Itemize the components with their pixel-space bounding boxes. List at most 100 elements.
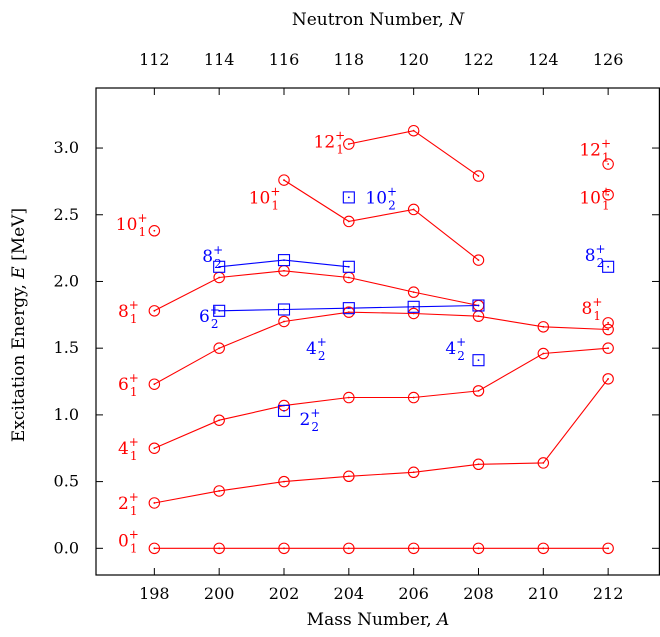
series-markers: [148, 124, 615, 555]
data-point-circle: [148, 378, 161, 390]
data-point-center: [283, 259, 285, 262]
state-label: 2+ 1: [118, 490, 139, 518]
series-line: [154, 311, 609, 385]
data-point-center: [218, 347, 221, 350]
data-point-circle: [213, 542, 225, 555]
state-label: 6+ 1: [118, 371, 139, 399]
data-point-center: [153, 309, 156, 312]
data-point-center: [607, 547, 610, 550]
data-point-circle: [278, 475, 290, 488]
data-point-center: [412, 291, 415, 294]
data-point-center: [607, 265, 610, 268]
data-point-center: [477, 315, 480, 318]
state-label: 4+ 1: [118, 435, 139, 463]
data-point-square: [277, 404, 291, 417]
data-point-circle: [343, 138, 355, 150]
x-tick-label: 212: [593, 584, 624, 603]
data-point-center: [347, 265, 350, 268]
data-point-center: [218, 490, 221, 492]
data-point-center: [347, 396, 350, 399]
x2-tick-label: 118: [334, 50, 365, 69]
state-label: 8+ 1: [118, 298, 139, 326]
data-point-square: [472, 299, 485, 312]
data-point-center: [542, 547, 545, 550]
data-point-circle: [148, 442, 161, 454]
data-point-center: [153, 502, 156, 504]
plot-frame: [95, 87, 660, 576]
data-point-circle: [343, 542, 355, 555]
data-point-circle: [602, 317, 614, 329]
data-point-square: [407, 300, 420, 313]
data-point-circle: [213, 342, 225, 354]
state-label: 10+ 1: [579, 184, 611, 212]
y-tick-label: 0.5: [54, 472, 79, 491]
data-point-circle: [472, 542, 485, 555]
x2-tick-label: 126: [593, 50, 624, 69]
y-tick-label: 2.5: [54, 205, 79, 224]
data-point-center: [218, 265, 221, 268]
data-point-circle: [148, 542, 161, 555]
data-point-center: [607, 328, 610, 331]
x2-tick-label: 122: [463, 50, 494, 69]
data-point-circle: [472, 254, 485, 266]
state-label: 10+ 1: [116, 211, 148, 239]
data-point-center: [607, 163, 610, 165]
data-point-center: [153, 229, 156, 232]
data-point-center: [347, 307, 350, 310]
data-point-center: [347, 276, 350, 279]
data-point-center: [347, 143, 350, 145]
data-point-center: [347, 196, 350, 199]
data-point-circle: [537, 321, 550, 333]
data-point-center: [347, 547, 350, 550]
state-label: 0+ 1: [118, 527, 139, 555]
state-label: 12+ 1: [579, 136, 611, 164]
data-point-center: [477, 359, 480, 362]
data-point-circle: [537, 457, 550, 469]
data-point-center: [153, 447, 156, 450]
data-point-center: [283, 480, 285, 483]
data-point-circle: [407, 391, 420, 404]
data-point-square: [342, 191, 355, 204]
state-label: 12+ 1: [314, 128, 346, 156]
data-point-center: [607, 193, 610, 196]
data-point-center: [218, 276, 221, 279]
x-tick-label: 200: [204, 584, 235, 603]
x-tick-label: 208: [463, 584, 494, 603]
data-point-center: [477, 547, 480, 550]
series-line: [348, 130, 479, 177]
data-point-center: [412, 208, 415, 211]
series-line: [154, 347, 609, 449]
data-point-center: [153, 383, 156, 386]
data-point-circle: [472, 458, 485, 471]
data-point-square: [277, 254, 291, 267]
series-line: [283, 179, 479, 261]
data-point-square: [342, 260, 355, 273]
data-point-circle: [148, 305, 161, 317]
data-point-square: [213, 304, 226, 317]
state-label: 6+ 2: [199, 303, 220, 331]
data-point-center: [412, 547, 415, 550]
x2-tick-label: 116: [269, 50, 300, 69]
data-point-circle: [278, 542, 290, 555]
data-point-center: [607, 377, 610, 380]
data-point-circle: [148, 225, 161, 237]
data-point-center: [542, 462, 545, 464]
data-point-circle: [602, 373, 614, 385]
x-tick-label: 204: [334, 584, 365, 603]
x2-tick-label: 112: [139, 50, 170, 69]
state-label: 8+ 2: [202, 243, 223, 271]
data-point-circle: [407, 542, 420, 555]
data-point-square: [213, 260, 226, 273]
state-label: 10+ 1: [249, 184, 281, 212]
x-tick-label: 210: [528, 584, 559, 603]
y-tick-label: 3.0: [54, 138, 79, 157]
data-point-center: [477, 463, 480, 466]
data-point-circle: [278, 174, 290, 186]
data-point-center: [218, 419, 221, 422]
data-point-center: [412, 312, 415, 315]
data-point-center: [542, 325, 545, 328]
data-point-center: [283, 269, 285, 272]
x2-tick-label: 120: [398, 50, 429, 69]
data-point-center: [347, 220, 350, 223]
